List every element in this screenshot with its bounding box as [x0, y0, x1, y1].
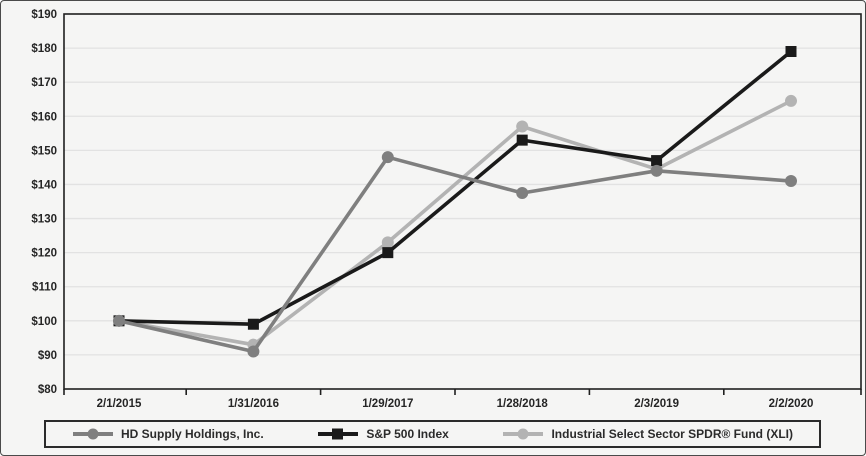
y-axis-tick-label: $180 — [31, 43, 57, 55]
y-axis-tick-label: $170 — [31, 77, 57, 89]
y-axis-tick-label: $100 — [31, 316, 57, 328]
legend-label-sp-500-index: S&P 500 Index — [366, 427, 449, 441]
legend-label-industrial-select-sector-spdr-xli: Industrial Select Sector SPDR® Fund (XLI… — [551, 427, 793, 441]
y-axis-tick-label: $150 — [31, 145, 57, 157]
y-axis-tick-label: $80 — [38, 384, 57, 396]
data-point-marker-sp-500-index — [516, 134, 528, 146]
data-point-marker-hd-supply-holdings — [113, 314, 125, 327]
data-point-marker-hd-supply-holdings — [785, 175, 797, 188]
y-axis-tick-label: $140 — [31, 179, 57, 191]
data-point-marker-hd-supply-holdings — [247, 345, 260, 358]
legend-marker-industrial-select-sector-spdr-xli — [503, 428, 544, 440]
data-point-marker-sp-500-index — [247, 318, 259, 330]
y-axis-tick-label: $130 — [31, 214, 57, 226]
chart-legend: HD Supply Holdings, Inc. S&P 500 Index Ind… — [44, 420, 821, 448]
legend-item-sp-500-index: S&P 500 Index — [317, 427, 449, 441]
x-axis-tick-label: 2/3/2019 — [634, 398, 679, 410]
y-axis-tick-label: $90 — [38, 350, 57, 362]
x-axis-tick-label: 1/28/2018 — [497, 398, 549, 410]
series-line-hd-supply-holdings — [117, 155, 793, 354]
y-axis-tick-label: $110 — [32, 282, 57, 294]
data-point-marker-sp-500-index — [651, 155, 663, 167]
data-point-marker-industrial-select-sector-spdr-xli — [516, 120, 529, 133]
y-axis-tick-label: $120 — [31, 248, 57, 260]
x-axis-tick-label: 2/1/2015 — [97, 398, 142, 410]
legend-marker-sp-500-index — [318, 428, 359, 440]
data-point-marker-industrial-select-sector-spdr-xli — [381, 236, 394, 249]
data-point-marker-sp-500-index — [382, 247, 394, 259]
data-point-marker-hd-supply-holdings — [516, 186, 529, 199]
legend-label-hd-supply-holdings: HD Supply Holdings, Inc. — [121, 427, 264, 441]
series-line-industrial-select-sector-spdr-xli — [117, 99, 793, 347]
y-axis-tick-label: $190 — [31, 9, 57, 21]
data-point-marker-hd-supply-holdings — [650, 164, 663, 177]
legend-item-hd-supply-holdings: HD Supply Holdings, Inc. — [72, 427, 264, 441]
data-point-marker-sp-500-index — [785, 46, 797, 57]
legend-marker-hd-supply-holdings — [73, 428, 113, 440]
x-axis-tick-label: 1/31/2016 — [228, 398, 279, 410]
data-point-marker-industrial-select-sector-spdr-xli — [785, 94, 797, 107]
plot-frame — [63, 13, 862, 390]
series-line-sp-500-index — [117, 49, 793, 327]
x-axis-tick-label: 1/29/2017 — [362, 398, 413, 410]
legend-item-industrial-select-sector-spdr-xli: Industrial Select Sector SPDR® Fund (XLI… — [502, 427, 793, 441]
data-point-marker-hd-supply-holdings — [381, 151, 394, 164]
x-axis-tick-label: 2/2/2020 — [769, 398, 814, 410]
y-axis-tick-label: $160 — [31, 111, 57, 123]
